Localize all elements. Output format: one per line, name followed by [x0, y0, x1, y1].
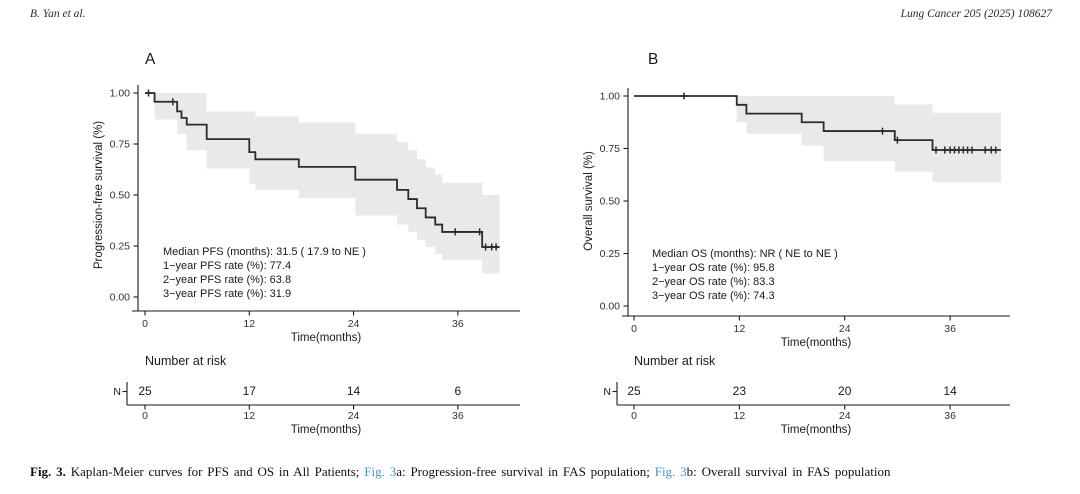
censor-mark — [992, 146, 1000, 154]
risk-x-tick-label: 0 — [631, 410, 637, 422]
censor-marks — [680, 92, 1000, 154]
caption-text-3: b: Overall survival in FAS population — [686, 464, 891, 479]
censor-mark — [968, 146, 976, 154]
x-tick-label: 12 — [243, 318, 255, 330]
risk-table-title: Number at risk — [634, 354, 716, 368]
km-curve — [634, 95, 1002, 151]
annotation-line: 1−year PFS rate (%): 77.4 — [163, 260, 291, 272]
risk-row-label: N — [603, 386, 611, 398]
page-header: B. Yan et al. Lung Cancer 205 (2025) 108… — [30, 8, 1052, 20]
km-curve — [145, 92, 500, 248]
risk-table-title: Number at risk — [145, 354, 227, 368]
risk-count: 25 — [138, 384, 152, 398]
risk-count: 14 — [347, 384, 361, 398]
x-axis-title: Time(months) — [291, 332, 362, 344]
km-panel-os: 1.00 0.75 0.50 0.25 0.00 0 12 24 36 Time(months) O… — [583, 51, 1010, 436]
annotation-line: 3−year PFS rate (%): 31.9 — [163, 288, 291, 300]
risk-count: 20 — [838, 384, 852, 398]
y-tick-label: 0.25 — [110, 241, 131, 253]
axes — [132, 85, 520, 316]
km-panel-pfs: 1.00 0.75 0.50 0.25 0.00 0 12 24 36 Time(months) P… — [93, 51, 520, 436]
censor-mark — [680, 92, 688, 100]
risk-axes — [122, 382, 520, 410]
confidence-ribbon — [736, 96, 1002, 183]
x-tick-label: 24 — [348, 318, 360, 330]
caption-figure-label: Fig. 3. — [30, 464, 66, 479]
annotation-line: 1−year OS rate (%): 95.8 — [652, 262, 775, 274]
y-tick-label: 1.00 — [110, 88, 131, 100]
x-tick-label: 0 — [142, 318, 148, 330]
annotation-line: Median OS (months): NR ( NE to NE ) — [652, 248, 838, 260]
annotation-line: Median PFS (months): 31.5 ( 17.9 to NE ) — [163, 246, 366, 258]
censor-marks — [145, 89, 500, 251]
figure-caption: Fig. 3. Kaplan-Meier curves for PFS and … — [30, 464, 1052, 480]
censor-mark — [932, 146, 940, 154]
risk-x-axis-title: Time(months) — [291, 424, 362, 436]
confidence-ribbon — [154, 93, 500, 274]
risk-axes — [612, 382, 1010, 410]
header-journal: Lung Cancer 205 (2025) 108627 — [900, 8, 1052, 20]
x-tick-label: 12 — [734, 323, 746, 335]
axes — [622, 88, 1010, 321]
censor-mark — [169, 98, 177, 106]
risk-x-tick-label: 12 — [734, 410, 746, 422]
x-tick-label: 36 — [452, 318, 464, 330]
caption-text-1: Kaplan-Meier curves for PFS and OS in Al… — [65, 464, 365, 479]
x-tick-label: 0 — [631, 323, 637, 335]
y-tick-label: 0.25 — [600, 248, 621, 260]
y-axis-title: Progression-free survival (%) — [93, 121, 105, 269]
annotation-line: 2−year PFS rate (%): 63.8 — [163, 274, 291, 286]
censor-mark — [879, 127, 886, 135]
panel-letter: B — [648, 51, 658, 68]
y-tick-label: 0.00 — [110, 292, 131, 304]
annotation-line: 3−year OS rate (%): 74.3 — [652, 290, 775, 302]
panel-letter: A — [145, 51, 156, 68]
risk-x-tick-label: 36 — [452, 410, 464, 422]
censor-mark — [893, 136, 901, 144]
y-tick-label: 0.50 — [110, 190, 131, 202]
caption-link-fig3a[interactable]: Fig. 3 — [364, 464, 397, 479]
y-tick-label: 0.00 — [600, 301, 621, 313]
censor-mark — [476, 228, 484, 236]
risk-count: 23 — [733, 384, 747, 398]
censor-mark — [981, 146, 989, 154]
risk-x-tick-label: 12 — [243, 410, 255, 422]
annotation-line: 2−year OS rate (%): 83.3 — [652, 276, 775, 288]
y-tick-label: 0.75 — [600, 143, 621, 155]
y-tick-label: 0.75 — [110, 139, 131, 151]
censor-mark — [482, 243, 490, 251]
x-axis-title: Time(months) — [781, 337, 852, 349]
y-axis-title: Overall survival (%) — [583, 151, 595, 251]
censor-mark — [145, 89, 152, 97]
risk-count: 17 — [243, 384, 257, 398]
caption-link-fig3b[interactable]: Fig. 3 — [654, 464, 687, 479]
risk-x-tick-label: 0 — [142, 410, 148, 422]
risk-x-tick-label: 24 — [839, 410, 851, 422]
censor-mark — [451, 228, 459, 236]
risk-row-label: N — [113, 386, 121, 398]
risk-count: 6 — [454, 384, 461, 398]
header-authors: B. Yan et al. — [30, 8, 86, 20]
risk-x-tick-label: 36 — [944, 410, 956, 422]
risk-count: 14 — [943, 384, 957, 398]
x-tick-label: 36 — [944, 323, 956, 335]
risk-x-tick-label: 24 — [348, 410, 360, 422]
caption-text-2: a: Progression-free survival in FAS popu… — [396, 464, 655, 479]
x-tick-label: 24 — [839, 323, 851, 335]
risk-count: 25 — [627, 384, 641, 398]
censor-mark — [492, 243, 500, 251]
y-tick-label: 1.00 — [600, 91, 621, 103]
y-tick-label: 0.50 — [600, 196, 621, 208]
risk-x-axis-title: Time(months) — [781, 424, 852, 436]
